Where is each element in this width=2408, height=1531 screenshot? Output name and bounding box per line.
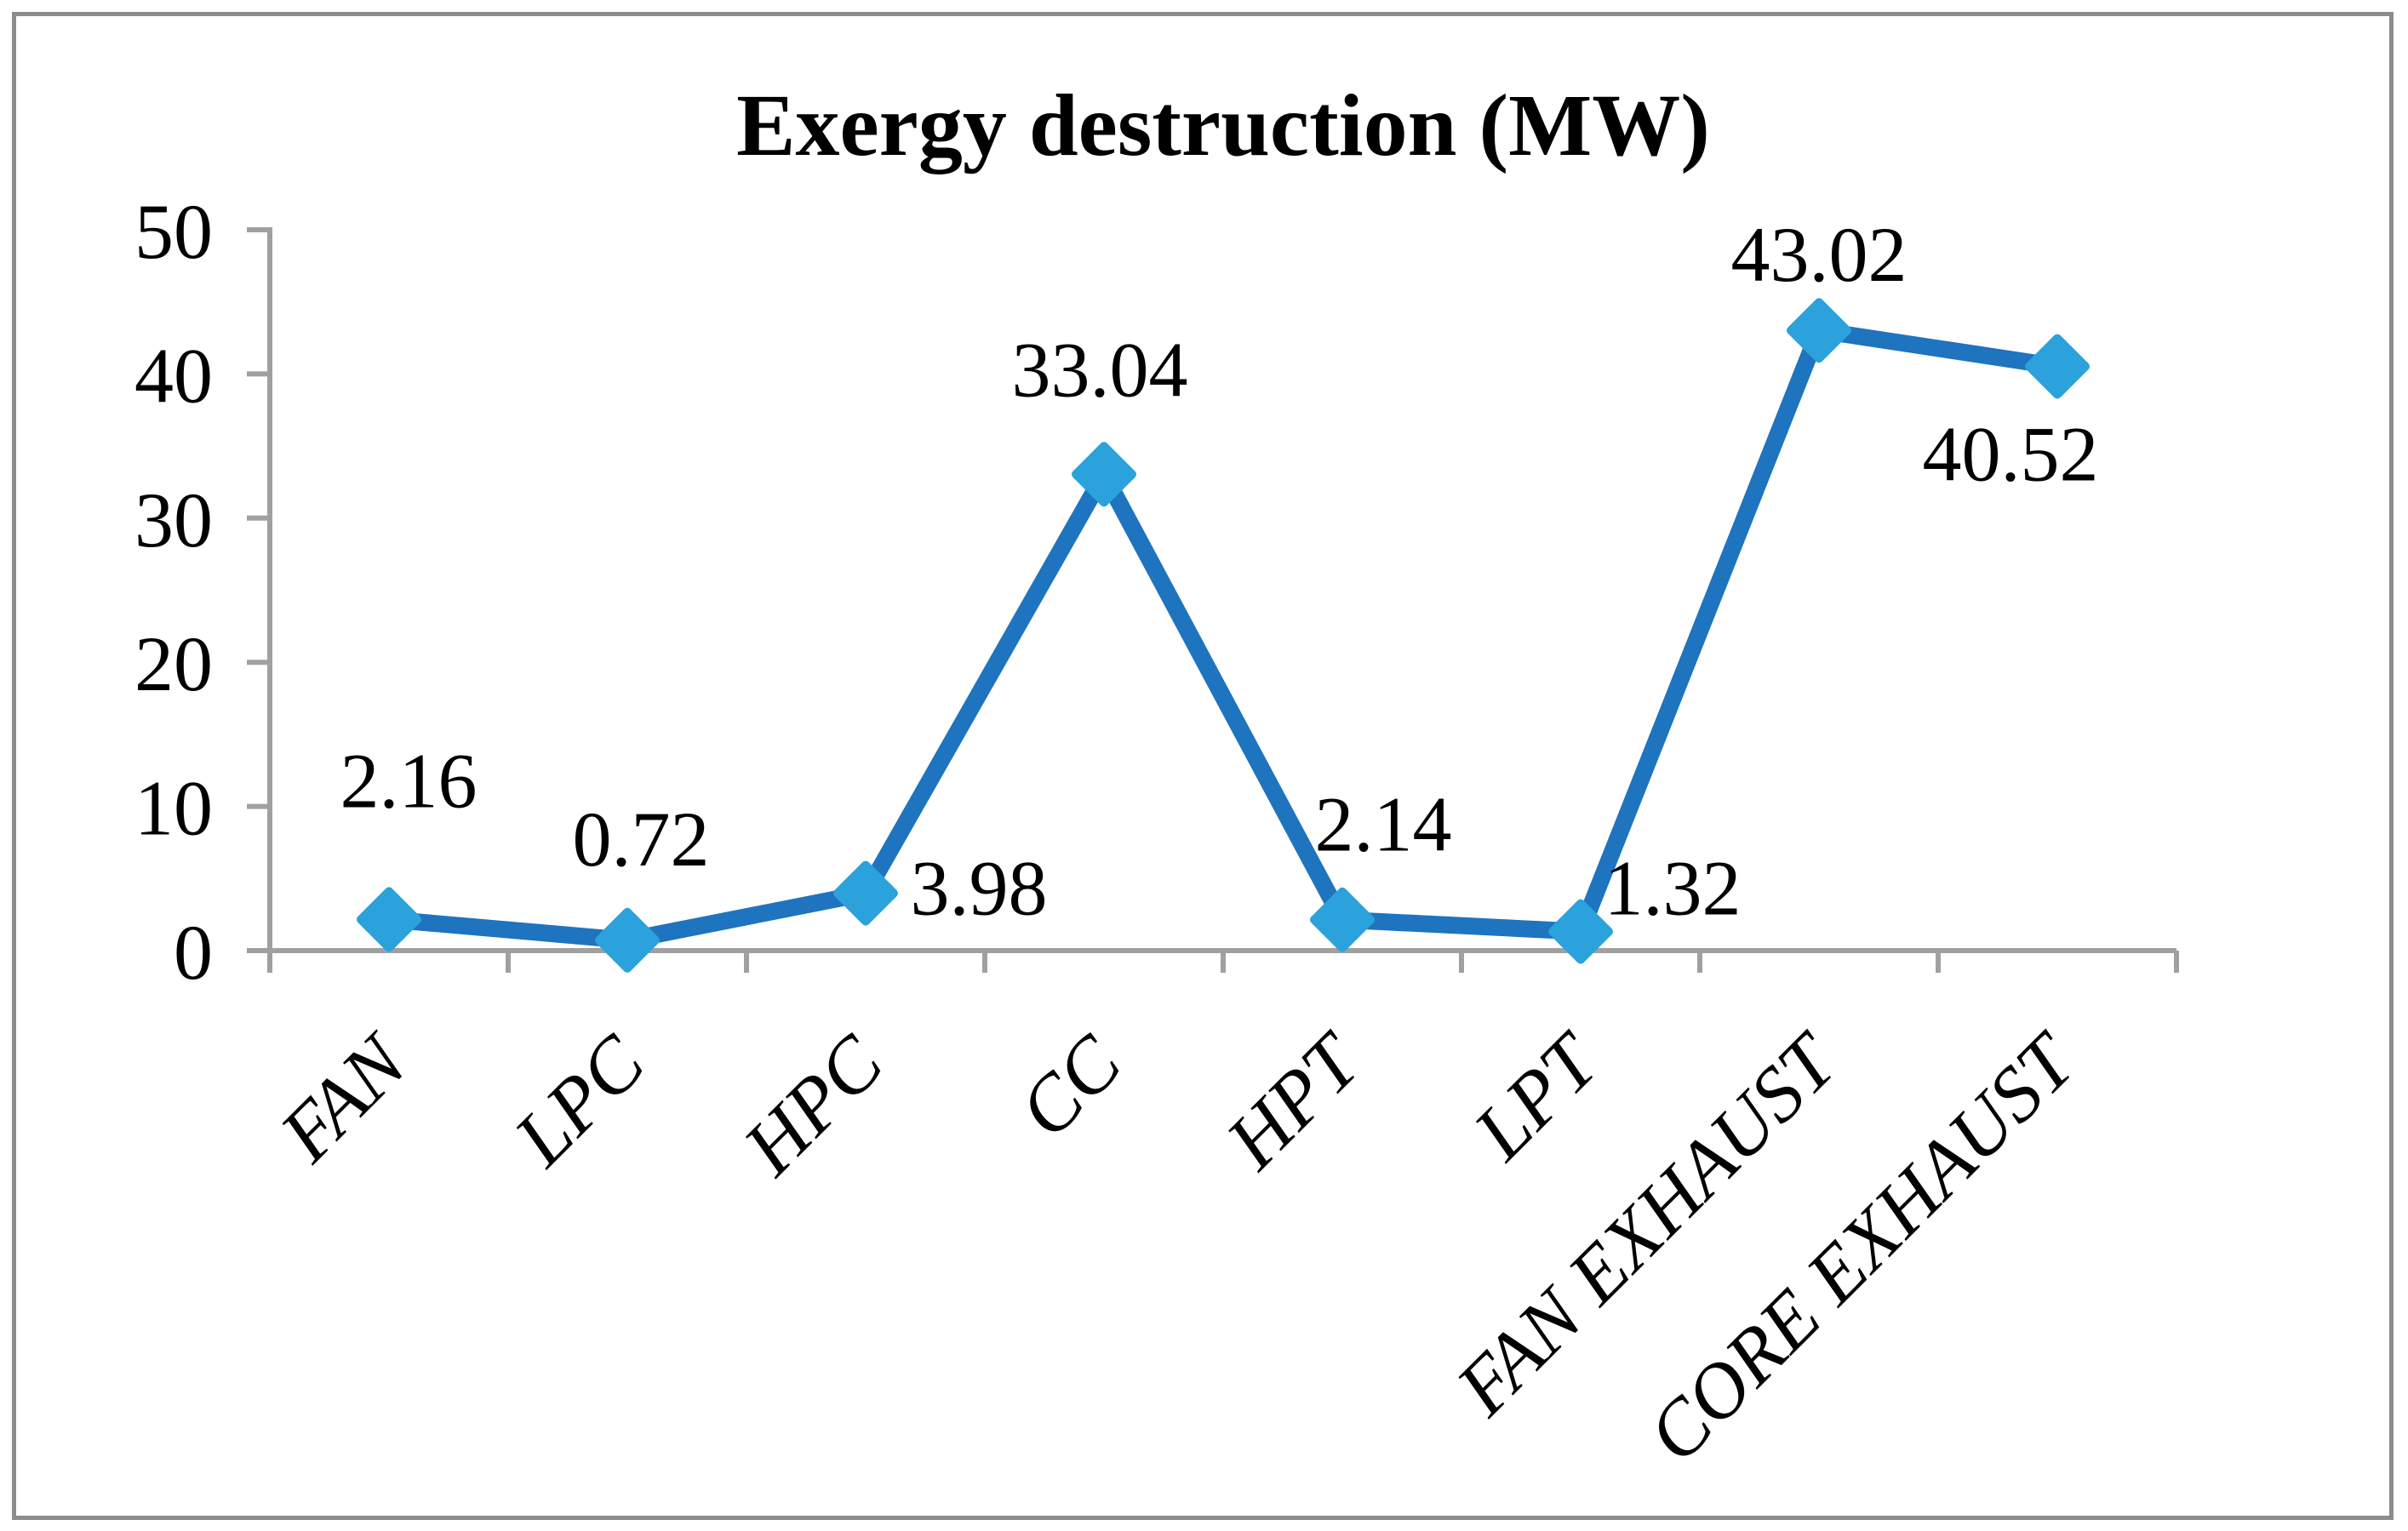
data-label: 2.14	[1315, 781, 1452, 868]
data-point-marker	[1310, 887, 1375, 952]
data-label: 1.32	[1604, 845, 1742, 932]
data-point-marker	[1072, 442, 1136, 507]
y-tick-label: 50	[134, 188, 213, 275]
data-point-marker	[1787, 298, 1851, 363]
category-label: HPT	[1209, 1015, 1379, 1185]
data-label: 0.72	[573, 796, 710, 883]
category-label: CC	[1002, 1018, 1138, 1154]
chart-title: Exergy destruction (MW)	[736, 77, 1710, 174]
y-tick-label: 30	[134, 477, 213, 563]
y-tick-label: 20	[134, 620, 213, 707]
series-line	[380, 322, 2066, 949]
data-label: 43.02	[1731, 211, 1908, 298]
y-tick-label: 40	[134, 332, 213, 419]
data-label: 40.52	[1923, 411, 2099, 498]
y-tick-label: 10	[134, 765, 213, 852]
category-label: FAN	[263, 1016, 426, 1179]
data-label: 2.16	[340, 737, 478, 824]
data-point-marker	[1548, 899, 1613, 964]
category-label: LPT	[1456, 1015, 1618, 1177]
data-point-marker	[357, 887, 421, 952]
data-point-marker	[2025, 334, 2090, 399]
category-label: LPC	[496, 1018, 661, 1183]
data-point-marker	[595, 907, 660, 973]
data-label: 33.04	[1012, 326, 1188, 413]
data-label: 3.98	[911, 845, 1048, 932]
y-tick-label: 0	[174, 909, 213, 996]
figure-border	[12, 12, 2394, 1520]
category-label: HPC	[726, 1018, 900, 1191]
category-label: CORE EXHAUST	[1631, 1015, 2094, 1478]
data-point-marker	[833, 860, 898, 926]
